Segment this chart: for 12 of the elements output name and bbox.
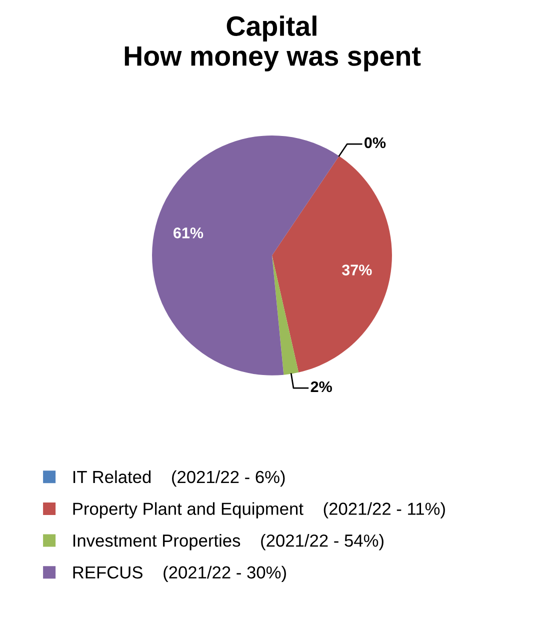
data-label: 2% <box>310 381 332 392</box>
text: 0% <box>364 137 386 148</box>
pie-slice <box>272 156 392 372</box>
pie-slice <box>272 255 299 375</box>
legend-label: IT Related (2021/22 - 6%) <box>73 470 285 487</box>
legend-label: Property Plant and Equipment (2021/22 - 11%) <box>73 502 445 518</box>
data-label: 61% <box>174 228 204 238</box>
chart-title: Capital How money was spent <box>124 16 421 72</box>
pie-slice <box>152 135 340 376</box>
legend-label: REFCUS (2021/22 - 30%) <box>73 566 286 582</box>
legend-label: Investment Properties (2021/22 - 54%) <box>73 534 384 550</box>
data-label: 37% <box>342 264 372 276</box>
